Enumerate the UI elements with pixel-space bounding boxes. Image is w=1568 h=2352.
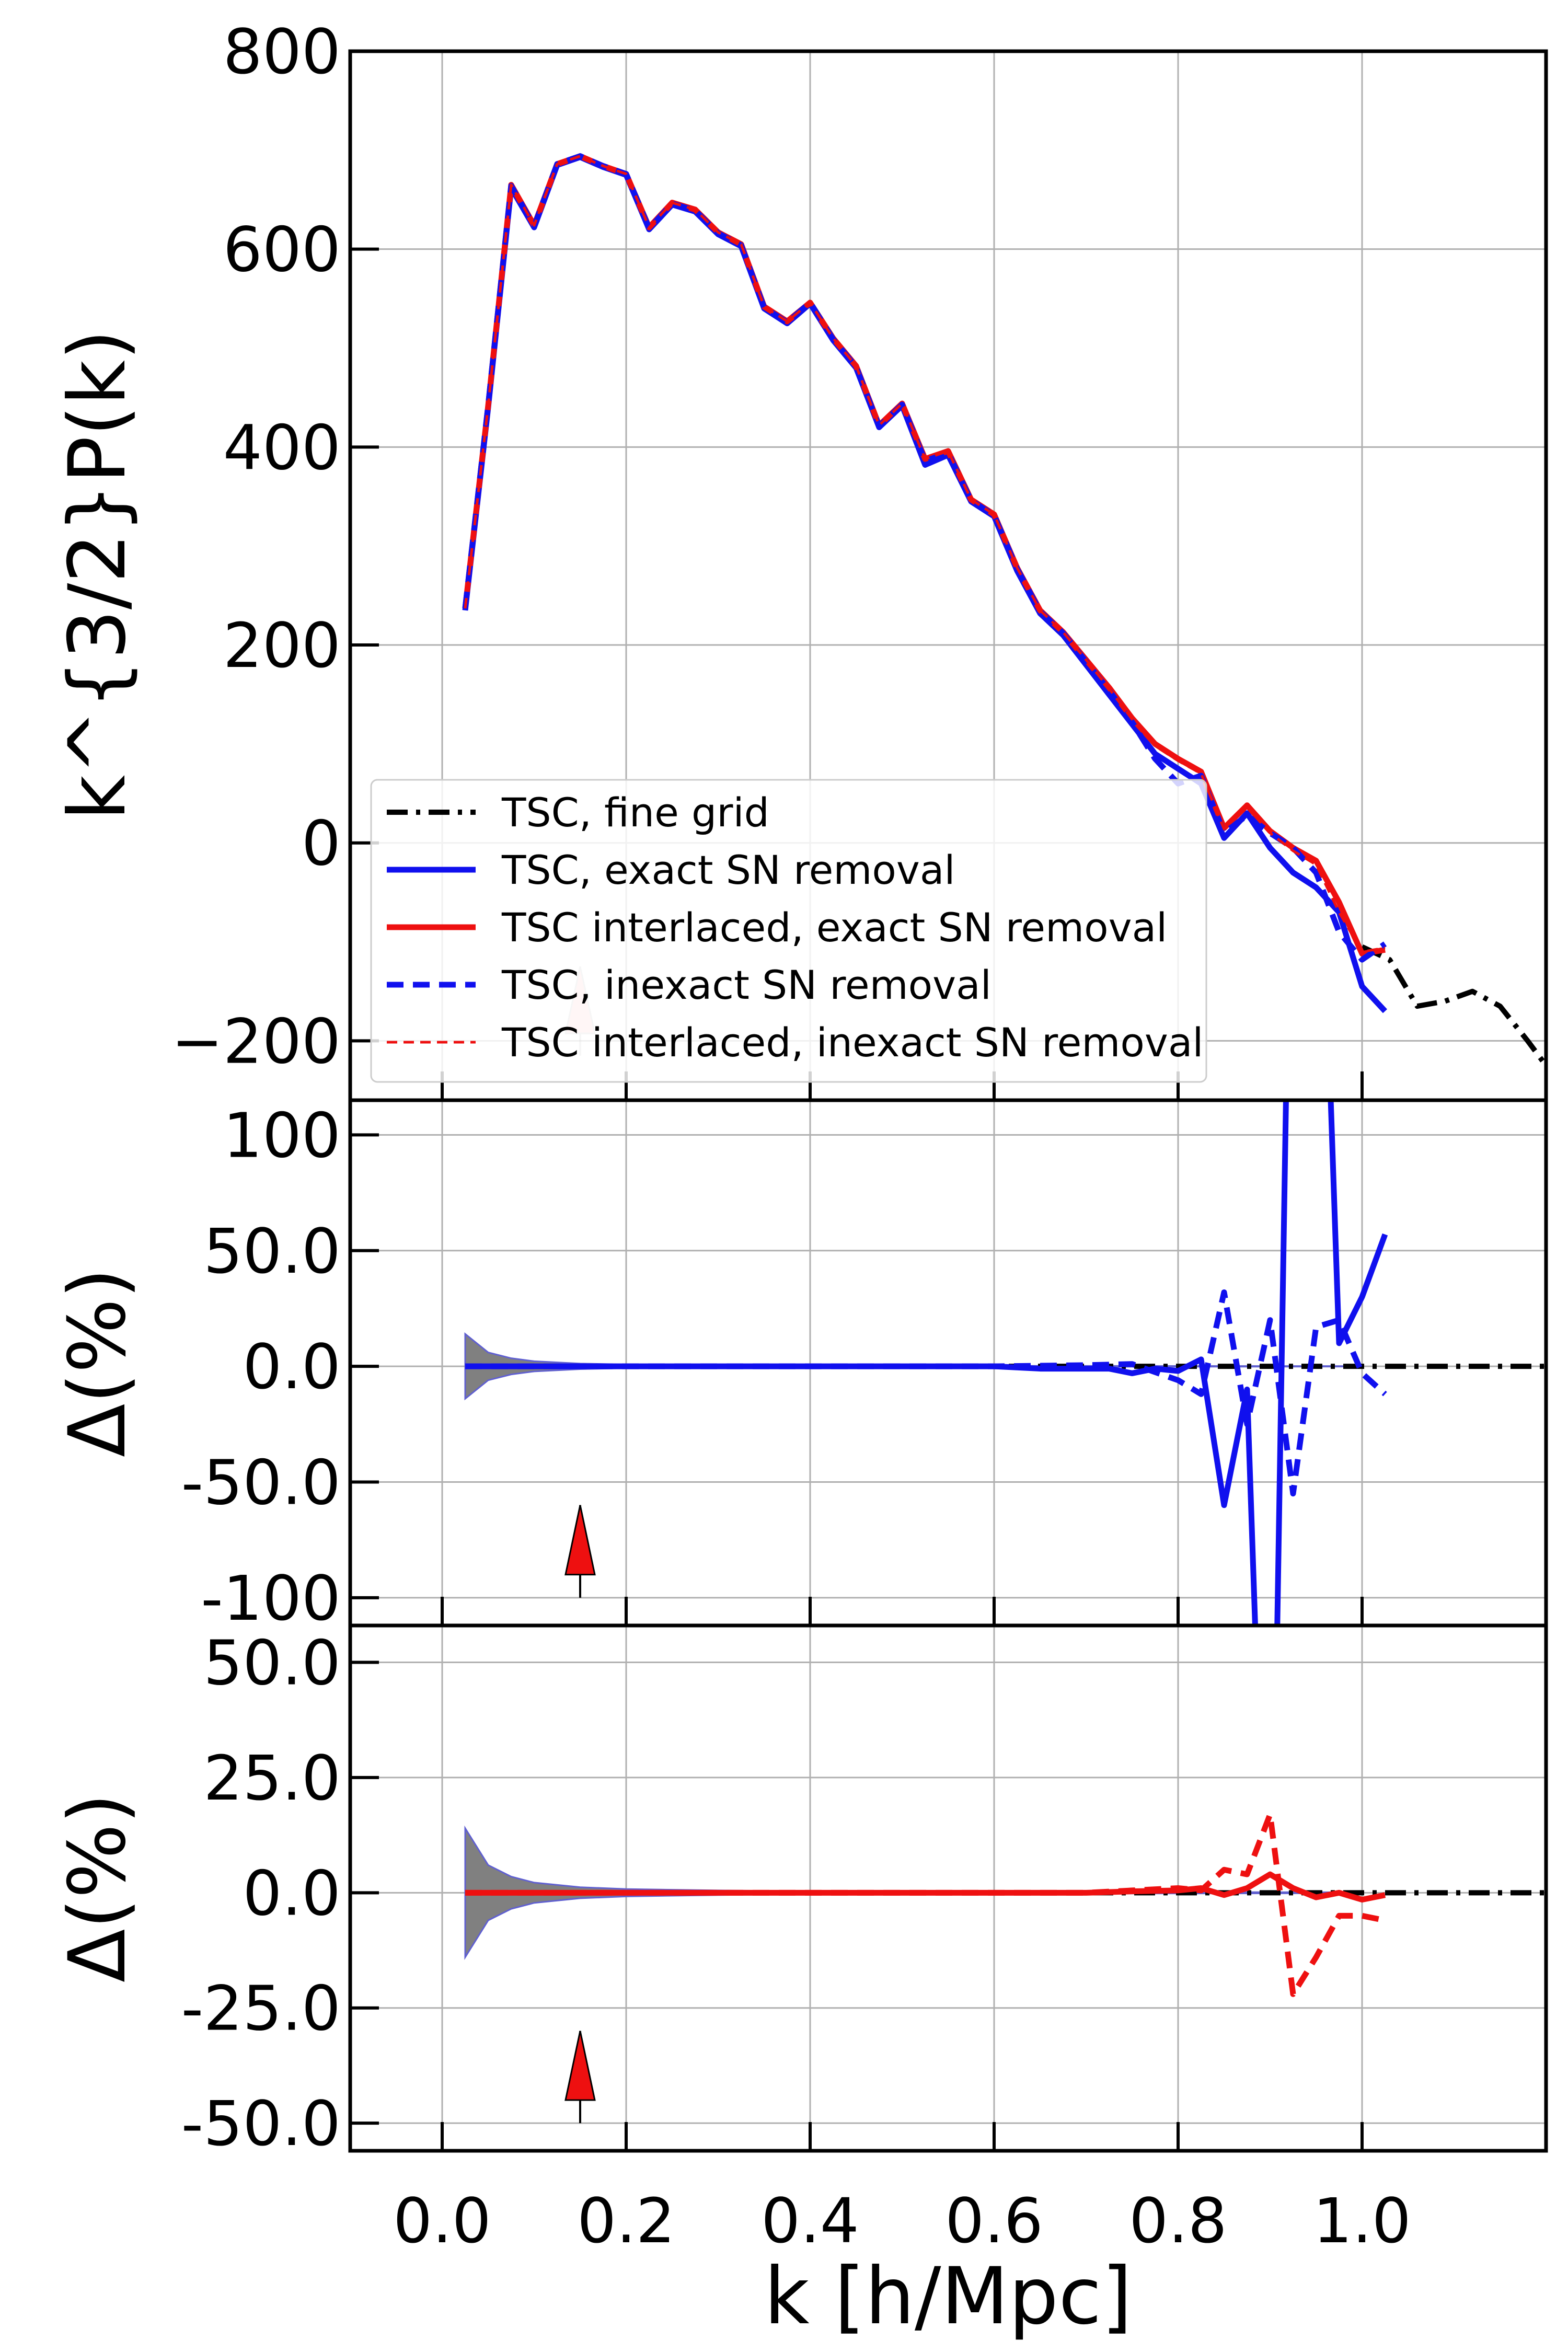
legend: TSC, fine grid TSC, exact SN removal TSC i…: [370, 779, 1207, 1083]
panel-bottom: -50.0 -25.0 0.0 25.0 50.0 0.0 0.2 0.4 0.6 0.8 1.0: [181, 1623, 1548, 2257]
y-axis-label-bottom: Δ(%): [52, 1793, 143, 1982]
y-tick-label: 50.0: [203, 1215, 341, 1287]
y-tick-label: 50.0: [203, 1627, 341, 1699]
series-line-bottom-2: [465, 1811, 1386, 1997]
series-line-top-4: [464, 155, 1386, 953]
y-tick-label: 0.0: [243, 1331, 341, 1403]
x-tick-label: 0.0: [393, 2185, 491, 2257]
axis-labels: k^{3/2}P(k) Δ(%) Δ(%) k [h/Mpc]: [52, 329, 1132, 2342]
x-tick-label: 0.6: [945, 2185, 1043, 2257]
y-tick-label: 600: [223, 214, 341, 286]
y-axis-label-middle: Δ(%): [52, 1268, 143, 1457]
plot-area: [464, 1811, 1546, 2124]
x-tick-label: 1.0: [1313, 2185, 1411, 2257]
arrow-marker: [564, 2031, 596, 2124]
plot-area: [464, 1100, 1546, 1625]
x-tick-label: 0.4: [761, 2185, 859, 2257]
panel-middle: -100 -50.0 0.0 50.0 100: [181, 1098, 1548, 1634]
y-tick-label: -50.0: [181, 2088, 341, 2160]
arrow-head: [564, 1505, 596, 1576]
legend-box: [370, 779, 1207, 1083]
arrow-marker: [564, 1505, 596, 1598]
x-tick-label: 0.8: [1129, 2185, 1227, 2257]
x-axis-label: k [h/Mpc]: [764, 2251, 1132, 2342]
series-line-middle-2: [465, 1289, 1387, 1497]
legend-entry-0: TSC, fine grid: [501, 789, 769, 836]
y-tick-label: -50.0: [181, 1447, 341, 1519]
x-tick-label: 0.2: [577, 2185, 675, 2257]
legend-entry-4: TSC interlaced, inexact SN removal: [501, 1019, 1204, 1066]
y-tick-label: 0: [302, 808, 341, 880]
y-tick-label: 200: [223, 609, 341, 682]
y-tick-label: 400: [223, 411, 341, 483]
y-axis-label-top: k^{3/2}P(k): [52, 329, 143, 820]
series-line-top-0: [1361, 944, 1546, 1067]
legend-entry-1: TSC, exact SN removal: [501, 847, 955, 893]
y-tick-label: 100: [223, 1099, 341, 1171]
legend-entry-2: TSC interlaced, exact SN removal: [501, 904, 1167, 951]
y-tick-label: -100: [201, 1562, 341, 1634]
y-tick-label: -25.0: [181, 1973, 341, 2045]
panel-top: −200 0 200 400 600 800: [171, 16, 1548, 1102]
y-tick-label: 25.0: [203, 1742, 341, 1814]
y-tick-label: 0.0: [243, 1857, 341, 1929]
y-tick-label: 800: [223, 16, 341, 88]
legend-entry-3: TSC, inexact SN removal: [501, 962, 991, 1008]
arrow-head: [564, 2031, 596, 2101]
axes-frame: [348, 1623, 1548, 2153]
y-tick-label: −200: [171, 1005, 341, 1077]
